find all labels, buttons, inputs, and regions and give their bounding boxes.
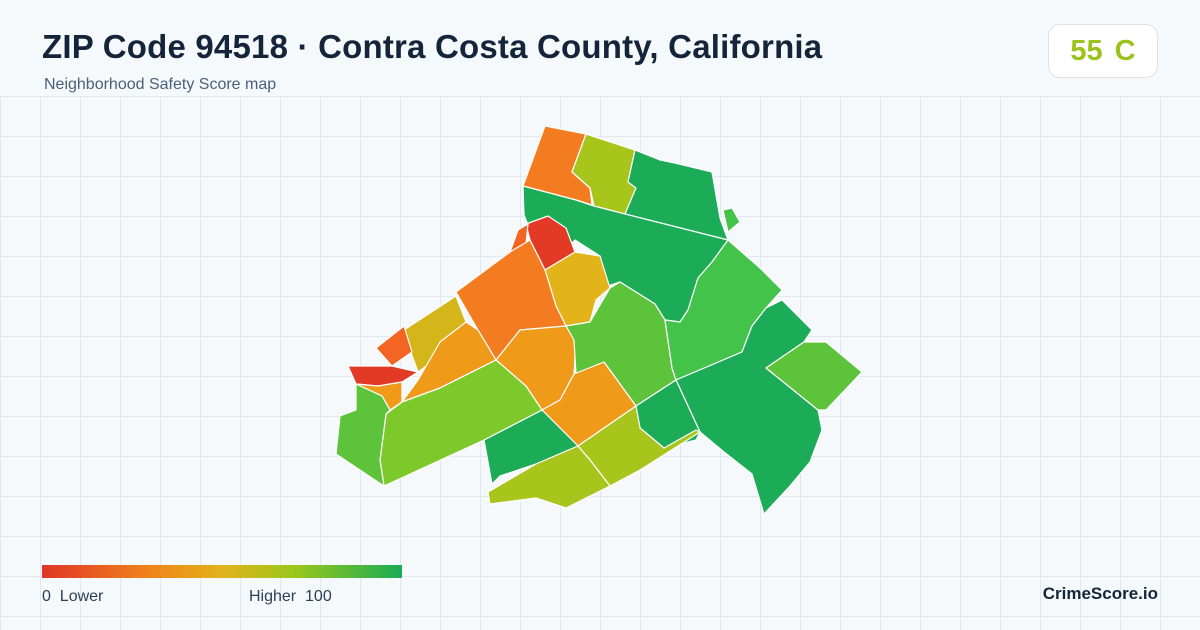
page-title: ZIP Code 94518 · Contra Costa County, Ca… — [42, 28, 823, 65]
map-region[interactable] — [722, 207, 741, 233]
map-region[interactable] — [347, 365, 419, 387]
map-region[interactable] — [487, 445, 611, 509]
legend-color-bar — [42, 565, 402, 578]
map-region[interactable] — [375, 325, 413, 367]
legend-max-value: 100 — [305, 588, 332, 605]
page-subtitle: Neighborhood Safety Score map — [44, 76, 277, 93]
safety-score-value: 55 — [1070, 34, 1103, 67]
legend-max-label: Higher 100 — [249, 588, 332, 606]
map-region[interactable] — [624, 149, 729, 241]
legend-min-label: 0 Lower — [42, 588, 103, 606]
legend-min-value: 0 — [42, 588, 51, 605]
brand-logo-text[interactable]: CrimeScore.io — [1042, 584, 1158, 603]
legend-min-text: Lower — [59, 588, 104, 605]
safety-score-grade: C — [1114, 34, 1136, 67]
safety-score-badge: 55 C — [1048, 24, 1158, 78]
map-region[interactable] — [765, 341, 863, 411]
legend-max-text: Higher — [249, 588, 297, 605]
map-region[interactable] — [335, 383, 391, 487]
